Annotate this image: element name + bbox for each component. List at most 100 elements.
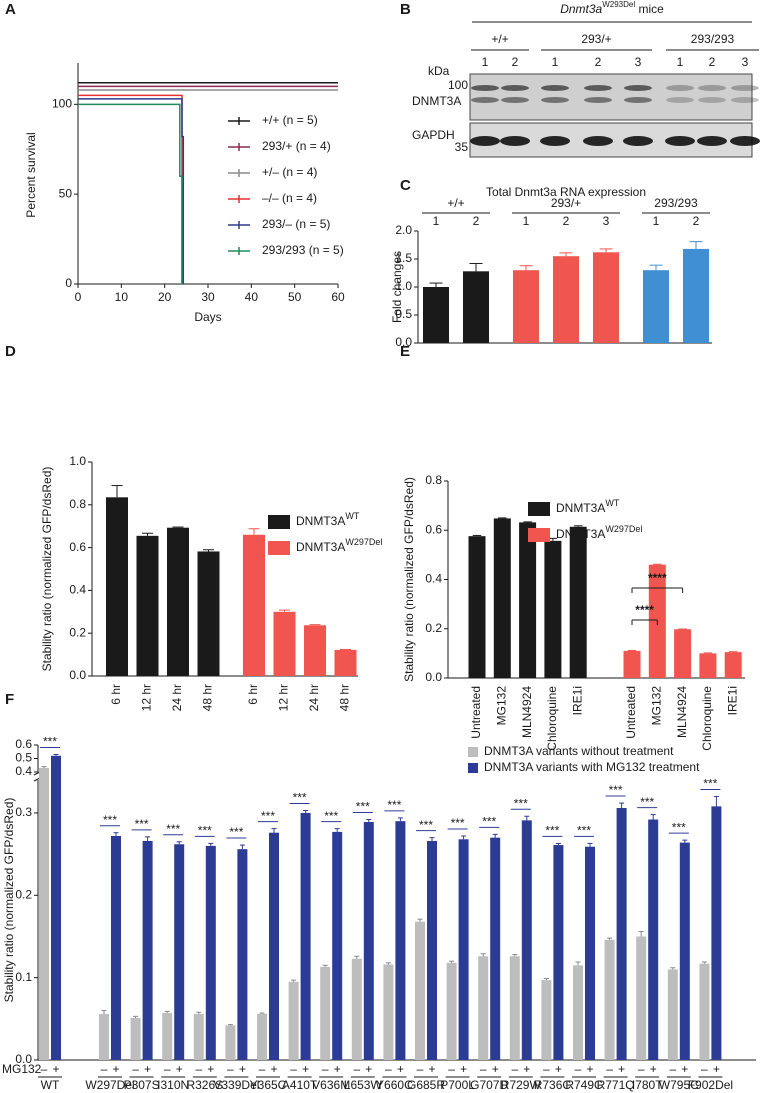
bar [699, 963, 710, 1060]
x-tick-label: R729W [501, 1078, 542, 1092]
treatment-sign: + [112, 1062, 119, 1076]
x-tick-label: Chloroquine [545, 686, 559, 751]
legend-label: DNMT3AWT [556, 498, 620, 515]
bar [142, 840, 153, 1060]
y-tick-label: 0.8 [69, 497, 86, 511]
lane-label: 3 [603, 214, 610, 228]
legend-label: +/+ (n = 5) [262, 113, 318, 127]
panel-letter: C [400, 177, 411, 194]
significance-label: *** [324, 809, 338, 823]
x-tick-label: 12 hr [140, 684, 154, 711]
y-tick-label: 0.2 [69, 625, 86, 639]
bar [243, 534, 265, 676]
bar [604, 939, 615, 1060]
y-tick-label: 0.4 [69, 583, 86, 597]
legend-name: DNMT3A [556, 527, 605, 541]
bar [332, 831, 343, 1060]
treatment-sign: – [41, 1062, 48, 1076]
legend-label: 293/+ (n = 4) [262, 139, 331, 153]
y-tick-label: 0.6 [15, 737, 32, 751]
row-label: GAPDH [412, 128, 455, 142]
treatment-sign: + [397, 1062, 404, 1076]
lane-label: 2 [563, 214, 570, 228]
bar [197, 551, 220, 676]
bar [446, 962, 457, 1060]
bar [351, 958, 362, 1060]
x-tick-label: R749C [565, 1078, 603, 1092]
treatment-sign: – [195, 1062, 202, 1076]
significance-label: *** [43, 735, 57, 749]
y-axis-label: Fold changes [390, 251, 404, 323]
bar [423, 287, 449, 343]
treatment-sign: – [353, 1062, 360, 1076]
treatment-sign: + [492, 1062, 499, 1076]
y-tick-label: 0.4 [15, 764, 32, 778]
y-tick-label: 0.1 [15, 970, 32, 984]
treatment-sign: – [101, 1062, 108, 1076]
bar [205, 845, 216, 1060]
y-tick-label: 0.2 [15, 887, 32, 901]
blot-band [583, 136, 613, 146]
x-tick-label: 48 hr [338, 684, 352, 711]
blot-band [501, 85, 529, 91]
blot-band [471, 97, 499, 103]
group-label: +/+ [447, 196, 464, 210]
treatment-sign: + [334, 1062, 341, 1076]
y-tick-label: 0.0 [395, 335, 412, 349]
legend-name: DNMT3A [296, 540, 345, 554]
panel-letter: D [5, 343, 16, 360]
x-tick-label: 12 hr [277, 684, 291, 711]
treatment-sign: – [259, 1062, 266, 1076]
survival-curve [78, 94, 183, 284]
y-axis-label: Stability ratio (normalized GFP/dsRed) [2, 798, 16, 1003]
bar [699, 653, 717, 678]
bar [623, 650, 641, 678]
treatment-sign: + [555, 1062, 562, 1076]
y-axis-label: Percent survival [24, 132, 38, 217]
bar [304, 625, 326, 676]
blot-title: Dnmt3aW293Del mice [560, 0, 664, 16]
x-tick-label: MG132 [649, 686, 663, 726]
treatment-sign: – [385, 1062, 392, 1076]
group-label: 293/+ [551, 196, 581, 210]
legend-swatch [528, 528, 550, 542]
legend-swatch [528, 502, 550, 516]
significance-label: *** [387, 798, 401, 812]
significance-label: *** [640, 795, 654, 809]
y-tick-label: 0.2 [425, 621, 442, 635]
bar [334, 649, 357, 676]
significance-label: *** [103, 813, 117, 827]
x-tick-label: R736C [534, 1078, 572, 1092]
x-tick-label: 24 hr [307, 684, 321, 711]
blot-band [541, 97, 569, 103]
x-tick-label: MG132 [494, 686, 508, 726]
blot-band [500, 136, 530, 146]
bar [674, 629, 692, 678]
x-tick-label: 20 [158, 290, 172, 304]
bar [320, 966, 331, 1060]
treatment-label: MG132 [2, 1062, 42, 1076]
blot-band [731, 85, 759, 91]
y-tick-label: 0.4 [425, 572, 442, 586]
y-tick-label: 100 [52, 96, 72, 110]
lane-label: 1 [433, 214, 440, 228]
lane-label: 2 [512, 55, 519, 69]
significance-label: *** [261, 809, 275, 823]
x-tick-label: Chloroquine [700, 686, 714, 751]
treatment-sign: + [460, 1062, 467, 1076]
lane-label: 2 [473, 214, 480, 228]
legend-name: DNMT3A [556, 501, 605, 515]
treatment-sign: + [207, 1062, 214, 1076]
bar [106, 497, 128, 676]
blot-band [501, 97, 529, 103]
x-tick-label: 50 [288, 290, 302, 304]
x-tick-label: R771Q [597, 1078, 635, 1092]
bar [569, 526, 587, 678]
significance-label: *** [609, 783, 623, 797]
x-tick-label: 6 hr [109, 684, 123, 705]
treatment-sign: – [638, 1062, 645, 1076]
x-tick-label: G707D [470, 1078, 508, 1092]
treatment-sign: – [227, 1062, 234, 1076]
x-tick-label: L653W [344, 1078, 383, 1092]
